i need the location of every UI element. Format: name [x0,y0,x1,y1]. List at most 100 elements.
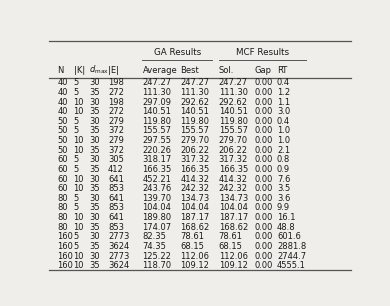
Text: 853: 853 [108,184,124,193]
Text: 140.51: 140.51 [142,107,171,116]
Text: 853: 853 [108,223,124,232]
Text: 247.27: 247.27 [142,78,172,87]
Text: 82.35: 82.35 [142,232,166,241]
Text: 50: 50 [57,136,68,145]
Text: 372: 372 [108,126,124,135]
Text: 242.32: 242.32 [180,184,209,193]
Text: 160: 160 [57,261,73,270]
Text: 5: 5 [74,126,79,135]
Text: 292.62: 292.62 [219,98,248,106]
Text: 0.00: 0.00 [254,88,273,97]
Text: 10: 10 [74,107,84,116]
Text: Gap: Gap [254,66,271,75]
Text: 104.04: 104.04 [142,203,171,212]
Text: 160: 160 [57,242,73,251]
Text: 155.57: 155.57 [219,126,248,135]
Text: 109.12: 109.12 [219,261,248,270]
Text: 104.04: 104.04 [180,203,209,212]
Text: Sol.: Sol. [219,66,234,75]
Text: 166.35: 166.35 [180,165,209,174]
Text: 0.00: 0.00 [254,242,273,251]
Text: 166.35: 166.35 [142,165,172,174]
Text: 50: 50 [57,117,68,126]
Text: 0.00: 0.00 [254,78,273,87]
Text: 168.62: 168.62 [219,223,248,232]
Text: 2773: 2773 [108,232,129,241]
Text: 160: 160 [57,232,73,241]
Text: 30: 30 [89,194,100,203]
Text: 0.00: 0.00 [254,107,273,116]
Text: 318.17: 318.17 [142,155,172,164]
Text: 641: 641 [108,213,124,222]
Text: 10: 10 [74,98,84,106]
Text: 5: 5 [74,232,79,241]
Text: 109.12: 109.12 [180,261,209,270]
Text: 40: 40 [57,98,68,106]
Text: 412: 412 [108,165,124,174]
Text: GA Results: GA Results [154,47,201,57]
Text: 3.6: 3.6 [277,194,290,203]
Text: 16.1: 16.1 [277,213,296,222]
Text: 452.21: 452.21 [142,174,171,184]
Text: 372: 372 [108,146,124,155]
Text: 317.32: 317.32 [219,155,248,164]
Text: 0.00: 0.00 [254,165,273,174]
Text: 297.09: 297.09 [142,98,172,106]
Text: 292.62: 292.62 [180,98,209,106]
Text: 414.32: 414.32 [180,174,209,184]
Text: 80: 80 [57,213,68,222]
Text: 641: 641 [108,194,124,203]
Text: 4555.1: 4555.1 [277,261,306,270]
Text: 5: 5 [74,242,79,251]
Text: 5: 5 [74,155,79,164]
Text: 30: 30 [89,136,100,145]
Text: 40: 40 [57,88,68,97]
Text: 10: 10 [74,252,84,260]
Text: 35: 35 [89,165,100,174]
Text: 5: 5 [74,165,79,174]
Text: 40: 40 [57,107,68,116]
Text: 134.73: 134.73 [219,194,248,203]
Text: 272: 272 [108,88,124,97]
Text: 10: 10 [74,213,84,222]
Text: 50: 50 [57,146,68,155]
Text: 206.22: 206.22 [219,146,248,155]
Text: 111.30: 111.30 [180,88,209,97]
Text: 0.00: 0.00 [254,174,273,184]
Text: 155.57: 155.57 [180,126,209,135]
Text: 10: 10 [74,174,84,184]
Text: 0.00: 0.00 [254,126,273,135]
Text: 247.27: 247.27 [219,78,248,87]
Text: $d_{\rm max}$: $d_{\rm max}$ [89,64,109,76]
Text: 5: 5 [74,78,79,87]
Text: 0.4: 0.4 [277,117,290,126]
Text: 5: 5 [74,194,79,203]
Text: 279: 279 [108,136,124,145]
Text: 242.32: 242.32 [219,184,248,193]
Text: 10: 10 [74,261,84,270]
Text: 0.00: 0.00 [254,98,273,106]
Text: 139.70: 139.70 [142,194,172,203]
Text: 317.32: 317.32 [180,155,209,164]
Text: 35: 35 [89,126,100,135]
Text: 30: 30 [89,252,100,260]
Text: 119.80: 119.80 [142,117,172,126]
Text: 0.00: 0.00 [254,252,273,260]
Text: 0.00: 0.00 [254,136,273,145]
Text: 641: 641 [108,174,124,184]
Text: 0.00: 0.00 [254,146,273,155]
Text: 187.17: 187.17 [219,213,248,222]
Text: |K|: |K| [74,66,85,75]
Text: 5: 5 [74,117,79,126]
Text: 10: 10 [74,136,84,145]
Text: 0.00: 0.00 [254,223,273,232]
Text: 60: 60 [57,165,68,174]
Text: 0.8: 0.8 [277,155,290,164]
Text: 166.35: 166.35 [219,165,248,174]
Text: 0.00: 0.00 [254,117,273,126]
Text: 247.27: 247.27 [180,78,209,87]
Text: 155.57: 155.57 [142,126,172,135]
Text: 30: 30 [89,98,100,106]
Text: 601.6: 601.6 [277,232,301,241]
Text: 5: 5 [74,88,79,97]
